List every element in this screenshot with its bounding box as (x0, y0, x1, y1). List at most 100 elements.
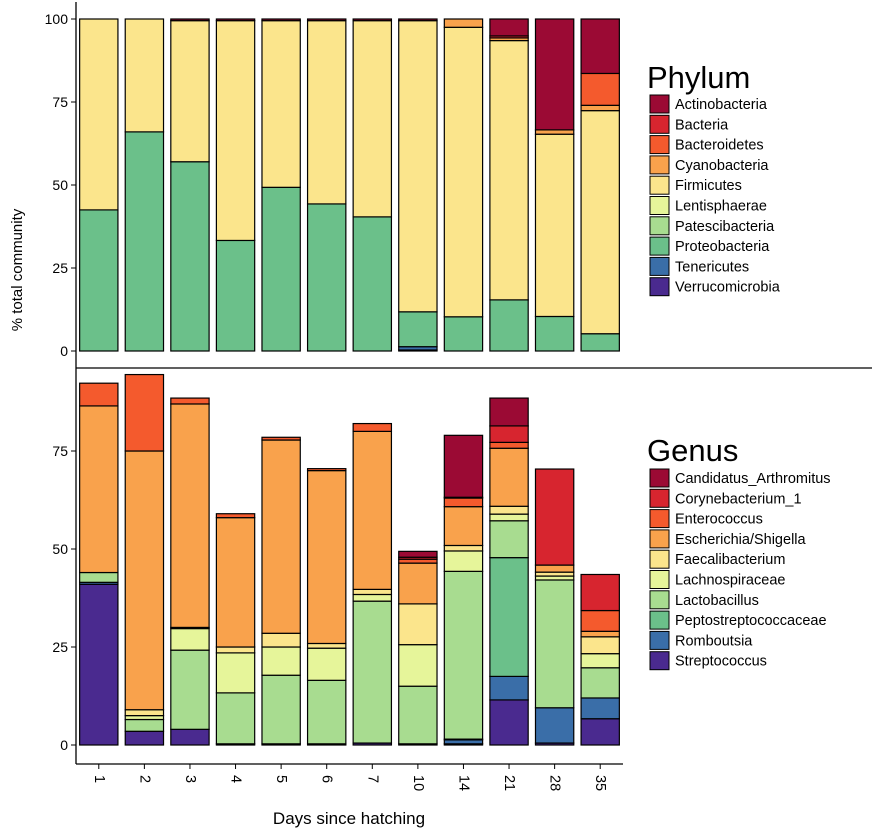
legend-swatch (649, 630, 670, 650)
x-tick-label: 4 (228, 775, 244, 783)
bar-segment (170, 627, 210, 651)
legend-label: Lentisphaerae (675, 199, 767, 215)
bar-segment (306, 679, 347, 745)
legend-label: Lactobacillus (675, 593, 759, 609)
bar-segment (580, 72, 620, 106)
bar-segment (580, 333, 620, 352)
x-tick-label: 7 (364, 775, 380, 783)
bar-segment (352, 216, 393, 352)
legend-label: Peptostreptococcaceae (675, 613, 827, 629)
bar-segment (580, 609, 620, 632)
bar-segment (489, 441, 529, 449)
x-tick-label: 3 (182, 775, 198, 783)
y-tick-label: 75 (52, 443, 68, 459)
bar-segment (306, 647, 347, 681)
legend-label: Faecalibacterium (675, 552, 785, 568)
legend-swatch (649, 570, 670, 589)
bar-segment (124, 373, 165, 452)
legend-title: Genus (647, 433, 738, 468)
bar-segment (580, 104, 620, 112)
bar-segment (534, 564, 575, 573)
bar-segment (124, 450, 165, 711)
legend-label: Candidatus_Arthromitus (675, 471, 831, 487)
y-tick-label: 75 (52, 94, 68, 110)
x-tick-label: 14 (455, 775, 471, 791)
x-tick-label: 10 (410, 775, 426, 791)
bar-segment (489, 505, 529, 515)
bar-segment (489, 447, 529, 507)
legend-swatch (649, 590, 670, 610)
bar-segment (79, 382, 119, 407)
x-tick-label: 21 (501, 775, 517, 791)
bar-segment (534, 18, 575, 131)
y-tick-label: 0 (60, 737, 68, 753)
bar-segment (398, 311, 438, 348)
y-tick-label: 50 (52, 177, 68, 193)
bar-segment (398, 685, 438, 745)
legend-swatch (649, 236, 670, 256)
legend-label: Proteobacteria (675, 239, 770, 255)
legend-swatch (649, 175, 670, 195)
bar-segment (79, 18, 119, 211)
bar-segment (398, 603, 438, 646)
legend-swatch (649, 135, 670, 155)
bar-segment (170, 18, 210, 22)
y-tick-label: 25 (52, 639, 68, 655)
bar-segment (215, 692, 256, 745)
bar-segment (580, 636, 620, 655)
bar-segment (443, 316, 484, 352)
bar-segment (398, 644, 438, 687)
bar-segment (398, 20, 438, 313)
bar-segment (580, 653, 620, 669)
legend-label: Lachnospiraceae (675, 573, 785, 589)
bar-segment (261, 186, 301, 352)
bar-segment (215, 239, 256, 352)
legend-swatch (649, 488, 670, 508)
legend-label: Tenericutes (675, 259, 749, 275)
bar-segment (443, 497, 484, 508)
legend-label: Patescibacteria (675, 219, 775, 235)
legend-swatch (649, 468, 670, 488)
bar-segment (352, 18, 393, 22)
bar-segment (124, 718, 165, 732)
bar-segment (124, 18, 165, 133)
bar-segment (261, 436, 301, 441)
legend-label: Corynebacterium_1 (675, 491, 802, 507)
bar-segment (398, 562, 438, 605)
bar-segment (306, 203, 347, 352)
legend-swatch (649, 529, 670, 549)
bar-segment (170, 403, 210, 628)
bar-segment (261, 632, 301, 648)
bar-segment (124, 131, 165, 352)
panel-genus: 0 25 50 75 Genus Candidatus_Arthromitus Coryne… (52, 373, 831, 753)
legend-label: Streptococcus (675, 654, 767, 670)
bar-segment (352, 593, 393, 602)
bar-segment (170, 397, 210, 405)
bar-segment (580, 718, 620, 746)
legend-label: Verrucomicrobia (675, 280, 781, 296)
legend-swatch (649, 256, 670, 276)
legend-swatch (649, 651, 670, 671)
legend-label: Cyanobacteria (675, 158, 769, 174)
x-tick-label: 2 (136, 775, 152, 783)
bar-segment (261, 674, 301, 745)
bar-segment (352, 430, 393, 590)
bar-segment (489, 520, 529, 559)
bar-segment (124, 709, 165, 717)
legend-swatch (649, 610, 670, 630)
bar-segment (306, 20, 347, 205)
legend-swatch (649, 114, 670, 134)
bar-segment (580, 573, 620, 612)
legend-swatch (649, 277, 670, 297)
legend-title: Phylum (647, 60, 750, 95)
x-tick-label: 1 (91, 775, 107, 783)
bar-segment (215, 517, 256, 648)
bar-segment (398, 550, 438, 558)
legend-label: Bacteroidetes (675, 138, 764, 154)
bar-segment (170, 161, 210, 352)
legend-swatch (649, 94, 670, 114)
bar-segment (79, 583, 119, 746)
bar-segment (534, 129, 575, 135)
bar-segment (215, 646, 256, 654)
